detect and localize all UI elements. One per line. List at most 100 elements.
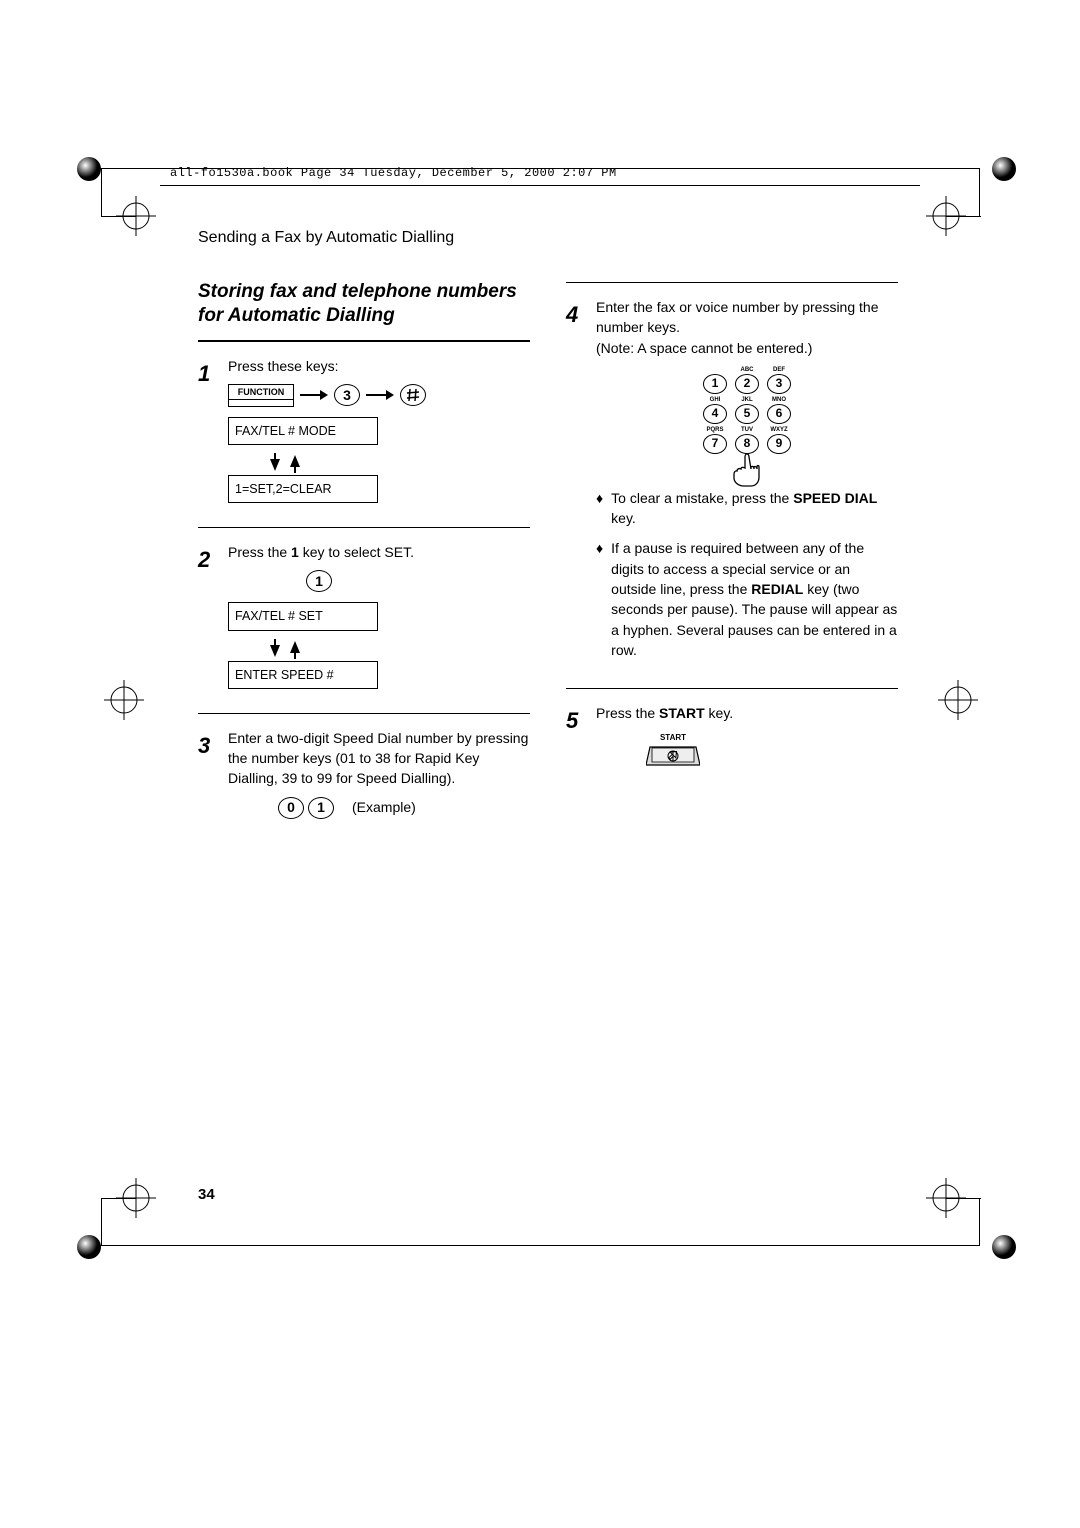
- keypad-cell: JKL5: [733, 396, 761, 424]
- keypad-button: 5: [735, 404, 759, 424]
- crop-reticle-tl: [116, 196, 156, 241]
- left-column: Storing fax and telephone numbers for Au…: [198, 280, 530, 829]
- keypad-cell: DEF3: [765, 366, 793, 394]
- crop-sphere-bottom-left: [76, 1234, 102, 1260]
- crop-mark-bottom: [100, 1245, 980, 1246]
- keypad-button: 9: [767, 434, 791, 454]
- keypad-button: 3: [767, 374, 791, 394]
- step-3-example: 0 1 (Example): [278, 797, 530, 819]
- crop-reticle-ml: [104, 680, 144, 725]
- bullet-icon: ♦: [596, 488, 603, 529]
- right-column: 4 Enter the fax or voice number by press…: [566, 280, 898, 829]
- lcd-display-2: 1=SET,2=CLEAR: [228, 475, 378, 503]
- crop-reticle-bl: [116, 1178, 156, 1223]
- page-number: 34: [198, 1186, 215, 1203]
- step-divider: [566, 282, 898, 283]
- keypad-cell: GHI4: [701, 396, 729, 424]
- step-divider: [566, 688, 898, 689]
- section-title: Storing fax and telephone numbers for Au…: [198, 280, 530, 328]
- key-1: 1: [308, 797, 334, 819]
- lcd-text: FAX/TEL # SET: [229, 603, 377, 629]
- page-header-line: all-fo1530a.book Page 34 Tuesday, Decemb…: [170, 166, 617, 180]
- start-key-icon: [646, 745, 700, 767]
- crop-tie-tr2: [946, 216, 981, 217]
- keypad-cell: MNO6: [765, 396, 793, 424]
- crop-tie-bl2: [101, 1198, 136, 1199]
- keypad-letters: ABC: [741, 366, 754, 374]
- arrow-right-icon: [300, 388, 328, 402]
- bullet-speed-dial: ♦ To clear a mistake, press the SPEED DI…: [596, 488, 898, 529]
- key-0: 0: [278, 797, 304, 819]
- crop-reticle-mr: [938, 680, 978, 725]
- lcd-arrows-icon: [228, 451, 530, 475]
- keypad-button: 6: [767, 404, 791, 424]
- keypad-button: 4: [703, 404, 727, 424]
- crop-tie-br2: [946, 1198, 981, 1199]
- bullet-redial: ♦ If a pause is required between any of …: [596, 538, 898, 660]
- keypad-letters: WXYZ: [770, 426, 787, 434]
- key-3: 3: [334, 384, 360, 406]
- step-1-text: Press these keys:: [228, 356, 530, 376]
- crop-tie-tr: [979, 168, 980, 216]
- step-number: 3: [198, 730, 218, 819]
- lcd-text: 1=SET,2=CLEAR: [229, 476, 377, 502]
- keypad-cell: ABC2: [733, 366, 761, 394]
- function-key: FUNCTION: [228, 384, 294, 407]
- lcd-display-3: FAX/TEL # SET: [228, 602, 378, 630]
- header-rule: [160, 185, 920, 186]
- step-number: 2: [198, 544, 218, 695]
- lcd-display-4: ENTER SPEED #: [228, 661, 378, 689]
- chapter-title: Sending a Fax by Automatic Dialling: [198, 229, 454, 247]
- start-key-diagram: START: [646, 732, 898, 768]
- keypad-letters: DEF: [773, 366, 785, 374]
- keypad-cell: WXYZ9: [765, 426, 793, 454]
- crop-sphere-top-left: [76, 156, 102, 182]
- step-divider: [198, 527, 530, 528]
- hand-pointer-icon: [729, 454, 765, 488]
- step-5: 5 Press the START key. START: [566, 703, 898, 767]
- step-number: 5: [566, 705, 586, 767]
- step-4: 4 Enter the fax or voice number by press…: [566, 297, 898, 670]
- lcd-display-1: FAX/TEL # MODE: [228, 417, 378, 445]
- crop-tie-bl: [101, 1198, 102, 1246]
- keypad-letters: TUV: [741, 426, 753, 434]
- step-2-text: Press the 1 key to select SET.: [228, 542, 530, 562]
- step-2-diagram: 1 FAX/TEL # SET ENTER SPEED #: [228, 570, 530, 688]
- keypad-letters: JKL: [741, 396, 752, 404]
- key-1: 1: [306, 570, 332, 592]
- key-hash: [400, 384, 426, 406]
- step-divider: [198, 713, 530, 714]
- crop-tie-tl: [101, 168, 102, 216]
- keypad-letters: PQRS: [706, 426, 723, 434]
- crop-tie-tl2: [101, 216, 136, 217]
- crop-reticle-br: [926, 1178, 966, 1223]
- keypad-letters: GHI: [710, 396, 721, 404]
- lcd-text: ENTER SPEED #: [229, 662, 377, 688]
- crop-sphere-bottom-right: [991, 1234, 1017, 1260]
- start-key-label: START: [660, 732, 686, 744]
- content-columns: Storing fax and telephone numbers for Au…: [198, 280, 898, 829]
- lcd-arrows-icon: [228, 637, 530, 661]
- bullet-icon: ♦: [596, 538, 603, 660]
- section-rule: [198, 340, 530, 342]
- crop-tie-br: [979, 1198, 980, 1246]
- step-5-text: Press the START key.: [596, 703, 898, 723]
- keypad-cell: 1: [701, 366, 729, 394]
- keypad-letters: MNO: [772, 396, 786, 404]
- arrow-right-icon: [366, 388, 394, 402]
- keypad-button: 7: [703, 434, 727, 454]
- example-label: (Example): [352, 797, 416, 817]
- keypad-cell: PQRS7: [701, 426, 729, 454]
- keypad-button: 8: [735, 434, 759, 454]
- step-2: 2 Press the 1 key to select SET. 1 FAX/T…: [198, 542, 530, 695]
- step-number: 4: [566, 299, 586, 670]
- step-1-diagram: FUNCTION 3 FAX/TEL # MODE: [228, 384, 530, 503]
- keypad-button: 1: [703, 374, 727, 394]
- crop-reticle-tr: [926, 196, 966, 241]
- lcd-text: FAX/TEL # MODE: [229, 418, 377, 444]
- step-number: 1: [198, 358, 218, 510]
- step-1: 1 Press these keys: FUNCTION 3 FAX/TEL #: [198, 356, 530, 510]
- keypad-diagram: 1ABC2DEF3GHI4JKL5MNO6PQRS7TUV8WXYZ9: [596, 366, 898, 488]
- step-3-text: Enter a two-digit Speed Dial number by p…: [228, 728, 530, 789]
- step-3: 3 Enter a two-digit Speed Dial number by…: [198, 728, 530, 819]
